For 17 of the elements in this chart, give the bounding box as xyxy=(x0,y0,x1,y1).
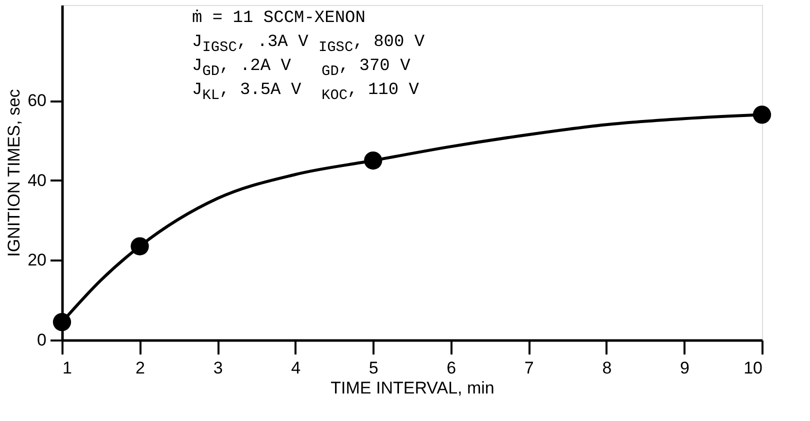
y-tick-label: 0 xyxy=(37,330,46,350)
x-tick-label: 9 xyxy=(680,358,690,378)
y-tick-label: 20 xyxy=(28,250,46,270)
x-tick-label: 5 xyxy=(368,358,378,378)
x-tick-label: 4 xyxy=(291,358,301,378)
x-tick-label: 3 xyxy=(213,358,223,378)
x-tick-label: 10 xyxy=(744,358,762,378)
y-tick-label: 40 xyxy=(28,170,46,190)
y-axis-title: IGNITION TIMES, sec xyxy=(4,88,24,257)
annotation: ṁ = 11 SCCM-XENON xyxy=(192,9,366,28)
x-tick-label: 6 xyxy=(446,358,456,378)
y-tick-label: 60 xyxy=(28,91,46,110)
x-axis-title: TIME INTERVAL, min xyxy=(330,378,494,398)
x-tick-label: 1 xyxy=(62,358,72,378)
x-tick-label: 2 xyxy=(136,358,146,378)
x-tick-label: 7 xyxy=(524,358,534,378)
x-tick-label: 8 xyxy=(602,358,612,378)
